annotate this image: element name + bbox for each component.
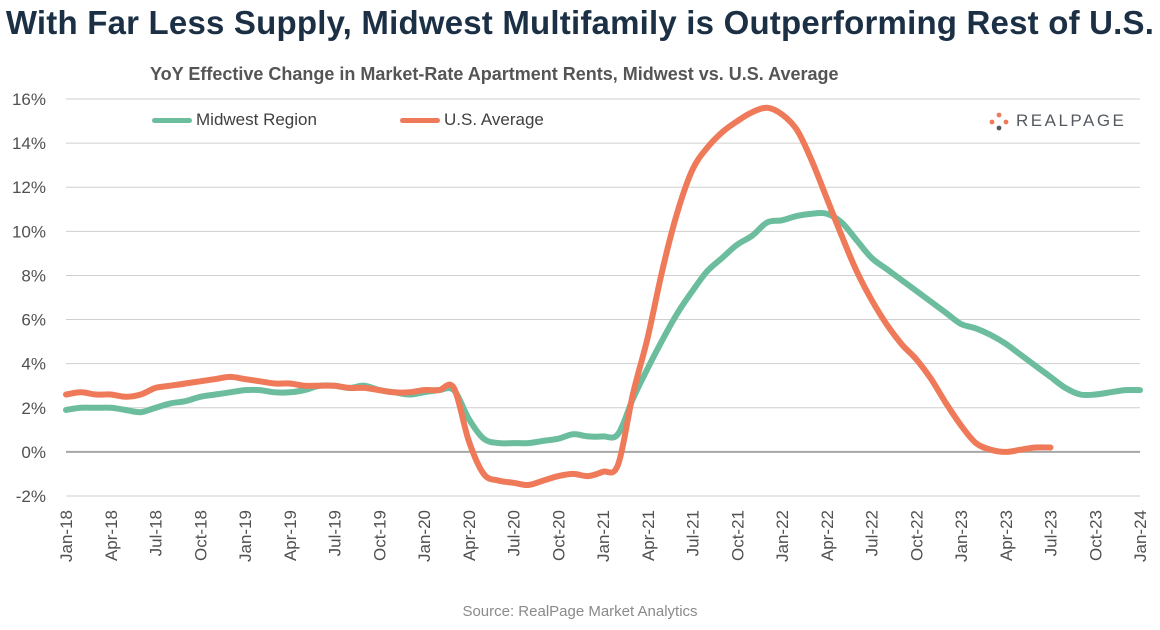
legend-label-us: U.S. Average — [444, 110, 544, 129]
x-tick-label: Jan-22 — [773, 510, 792, 562]
realpage-dots-icon — [989, 112, 1009, 131]
y-tick-label: 4% — [21, 355, 46, 374]
x-tick-label: Oct-21 — [728, 510, 747, 561]
series-line-midwest — [63, 209, 1143, 447]
x-tick-label: Apr-22 — [818, 510, 837, 561]
x-tick-label: Jan-23 — [952, 510, 971, 562]
x-tick-label: Oct-20 — [549, 510, 568, 561]
x-tick-label: Oct-23 — [1086, 510, 1105, 561]
realpage-logo: REALPAGE — [988, 111, 1126, 131]
y-tick-label: -2% — [16, 487, 46, 506]
x-tick-label: Jan-20 — [415, 510, 434, 562]
y-tick-label: 12% — [12, 178, 46, 197]
x-tick-label: Apr-18 — [102, 510, 121, 561]
x-tick-label: Apr-19 — [281, 510, 300, 561]
x-tick-label: Jul-21 — [684, 510, 703, 556]
x-tick-label: Jul-20 — [505, 510, 524, 556]
x-tick-label: Jan-19 — [236, 510, 255, 562]
x-tick-label: Oct-18 — [191, 510, 210, 561]
x-tick-label: Jan-24 — [1131, 510, 1150, 562]
x-tick-label: Oct-22 — [907, 510, 926, 561]
y-tick-label: 14% — [12, 134, 46, 153]
x-tick-label: Apr-20 — [460, 510, 479, 561]
x-tick-label: Apr-21 — [639, 510, 658, 561]
legend-item-us: U.S. Average — [400, 108, 544, 132]
x-tick-label: Jul-18 — [147, 510, 166, 556]
x-tick-label: Oct-19 — [370, 510, 389, 561]
y-tick-label: 0% — [21, 443, 46, 462]
series-line-us — [63, 104, 1054, 489]
y-tick-label: 10% — [12, 222, 46, 241]
chart-title: With Far Less Supply, Midwest Multifamil… — [5, 4, 1155, 41]
legend-swatch-midwest — [152, 117, 192, 123]
x-tick-label: Jul-23 — [1042, 510, 1061, 556]
y-tick-label: 16% — [12, 90, 46, 109]
x-tick-label: Jul-19 — [326, 510, 345, 556]
x-tick-label: Jan-21 — [594, 510, 613, 562]
chart-subtitle: YoY Effective Change in Market-Rate Apar… — [150, 64, 839, 84]
legend-swatch-us — [400, 117, 440, 123]
y-tick-label: 6% — [21, 311, 46, 330]
y-tick-label: 8% — [21, 266, 46, 285]
x-tick-label: Jul-22 — [863, 510, 882, 556]
x-tick-label: Jan-18 — [57, 510, 76, 562]
legend-label-midwest: Midwest Region — [196, 110, 317, 129]
legend-item-midwest: Midwest Region — [152, 108, 317, 132]
y-tick-label: 2% — [21, 399, 46, 418]
source-note: Source: RealPage Market Analytics — [462, 603, 698, 620]
x-tick-label: Apr-23 — [997, 510, 1016, 561]
realpage-logo-text: REALPAGE — [1016, 111, 1127, 130]
